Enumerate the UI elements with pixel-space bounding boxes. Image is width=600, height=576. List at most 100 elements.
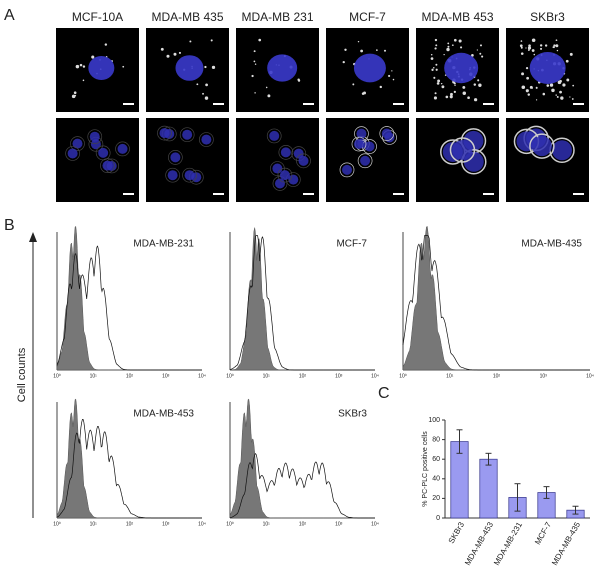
- control-histogram: [229, 398, 375, 519]
- nucleus: [201, 134, 212, 145]
- speckle: [178, 51, 182, 54]
- y-tick-label: 0: [436, 515, 440, 522]
- speckle: [552, 46, 555, 49]
- cell-line-label: MDA-MB 231: [241, 10, 313, 24]
- speckle: [467, 96, 470, 100]
- speckle: [91, 55, 95, 59]
- nucleus: [280, 147, 291, 158]
- x-tick-label: 10²: [299, 521, 307, 527]
- speckle: [555, 39, 558, 42]
- x-tick-label: 10³: [162, 521, 170, 527]
- speckle: [254, 63, 257, 65]
- speckle: [535, 99, 538, 101]
- speckle: [479, 44, 483, 47]
- x-tick-label: 10³: [540, 373, 548, 379]
- speckle: [433, 76, 436, 79]
- y-axis-label: Cell counts: [16, 347, 28, 402]
- nucleus: [67, 148, 78, 159]
- speckle: [533, 53, 536, 56]
- nucleus: [531, 136, 552, 157]
- panel-label: A: [4, 7, 15, 24]
- x-tick-label: 10⁴: [371, 373, 379, 379]
- speckle: [391, 70, 393, 72]
- speckle: [555, 94, 557, 96]
- speckle: [527, 46, 532, 50]
- speckle: [430, 57, 434, 60]
- speckle: [73, 91, 77, 95]
- x-tick-label: SKBr3: [447, 520, 467, 545]
- x-tick-label: MDA-MB-435: [550, 520, 582, 567]
- x-tick-label: 10⁰: [53, 521, 61, 527]
- speckle: [251, 74, 254, 78]
- nucleus: [516, 131, 537, 152]
- x-tick-label: 10⁴: [371, 521, 379, 527]
- speckle: [437, 79, 441, 83]
- speckle: [549, 83, 554, 87]
- x-tick-label: 10³: [162, 373, 170, 379]
- speckle: [546, 84, 550, 87]
- nucleus: [360, 155, 371, 166]
- speckle: [447, 45, 450, 48]
- sample-histogram: [229, 235, 375, 371]
- speckle: [210, 39, 213, 42]
- speckle: [434, 47, 437, 50]
- speckle: [204, 65, 207, 69]
- speckle: [520, 52, 524, 55]
- micrograph: [506, 118, 589, 202]
- cell: [351, 136, 367, 152]
- cell: [529, 133, 555, 159]
- x-tick-label: 10²: [126, 521, 134, 527]
- speckle: [204, 96, 209, 100]
- plot-title: SKBr3: [338, 409, 367, 420]
- speckle: [435, 63, 438, 66]
- plot-title: MDA-MB-231: [133, 239, 194, 250]
- speckle: [572, 84, 575, 87]
- speckle: [569, 96, 571, 98]
- speckle: [104, 43, 108, 46]
- speckle: [254, 92, 256, 94]
- speckle: [449, 95, 453, 99]
- speckle: [342, 60, 345, 64]
- speckle: [551, 88, 555, 93]
- x-tick-label: 10³: [335, 373, 343, 379]
- speckle: [202, 92, 204, 95]
- panel-label: B: [4, 217, 15, 234]
- x-tick-label: 10²: [299, 373, 307, 379]
- nucleus: [72, 138, 83, 149]
- speckle: [462, 91, 467, 95]
- x-tick-label: 10¹: [263, 373, 271, 379]
- speckle: [531, 38, 536, 42]
- speckle: [205, 83, 208, 87]
- x-tick-label: 10⁰: [399, 373, 407, 379]
- speckle: [540, 47, 543, 50]
- x-tick-label: 10¹: [90, 373, 98, 379]
- speckle: [189, 40, 192, 43]
- nucleus: [293, 148, 304, 159]
- speckle: [74, 94, 77, 97]
- speckle: [446, 47, 450, 52]
- cell: [339, 162, 355, 178]
- cell: [272, 176, 288, 191]
- x-tick-label: 10²: [493, 373, 501, 379]
- speckle: [555, 44, 559, 48]
- x-tick-label: MDA-MB-231: [492, 520, 524, 567]
- nucleus: [88, 56, 115, 80]
- speckle: [436, 82, 440, 85]
- speckle: [481, 55, 484, 58]
- y-axis-label: % PC-PLC positive cells: [422, 431, 429, 507]
- nucleus: [381, 128, 392, 139]
- y-tick-label: 20: [432, 495, 440, 502]
- speckle: [542, 92, 546, 96]
- speckle: [526, 76, 530, 80]
- speckle: [392, 78, 395, 81]
- cell: [65, 146, 80, 161]
- plot-title: MDA-MB-435: [521, 239, 582, 250]
- nucleus: [356, 128, 367, 139]
- nucleus: [341, 164, 352, 175]
- speckle: [253, 50, 256, 53]
- speckle: [253, 60, 256, 63]
- cell: [179, 127, 195, 143]
- x-tick-label: 10⁴: [198, 373, 206, 379]
